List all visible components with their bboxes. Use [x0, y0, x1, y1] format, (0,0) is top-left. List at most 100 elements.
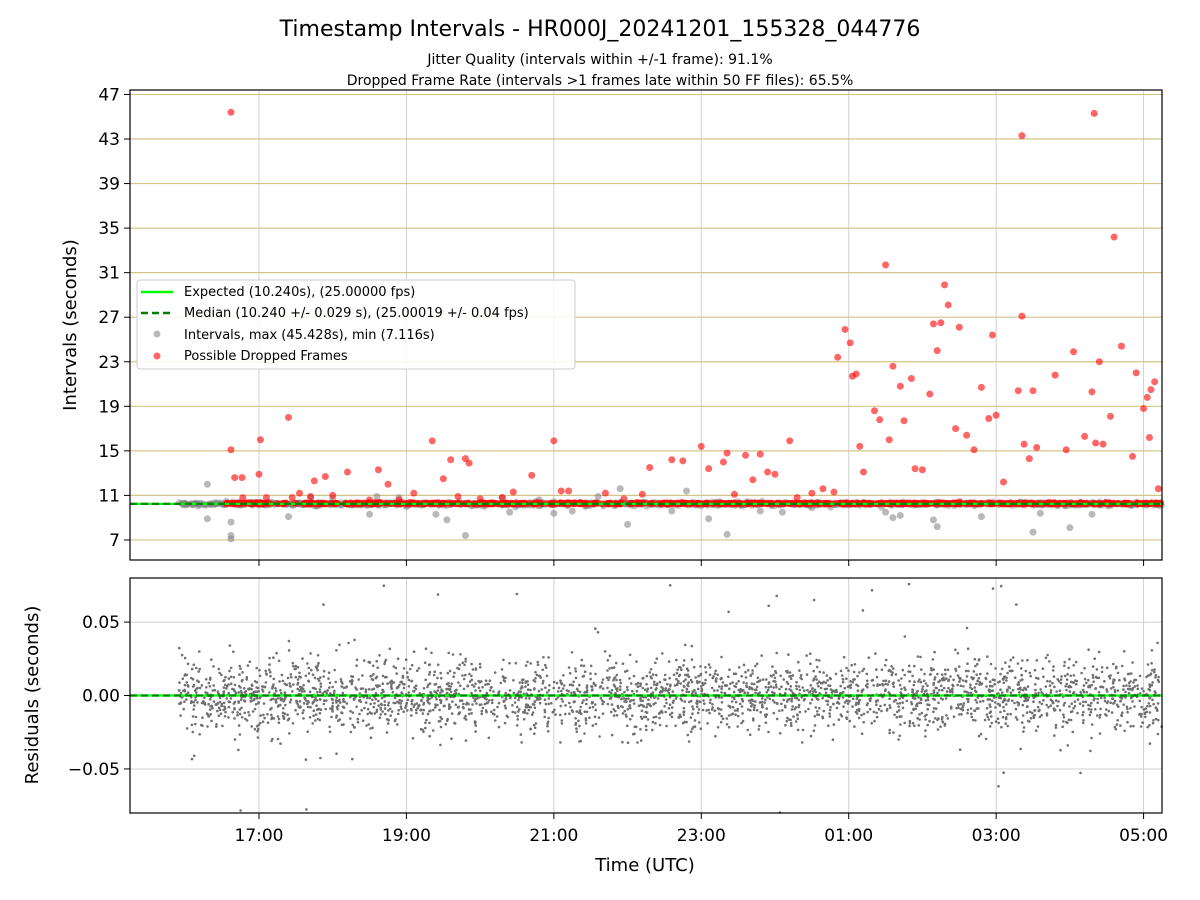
residual-point — [786, 716, 789, 720]
dropped-frame-point — [1018, 132, 1026, 140]
residual-point — [1095, 668, 1099, 671]
residual-point — [1148, 704, 1152, 708]
residual-point — [277, 721, 281, 724]
residual-point — [966, 708, 970, 712]
residual-point — [1096, 701, 1099, 704]
residual-point — [257, 702, 260, 705]
residual-point — [483, 702, 487, 706]
residual-point — [853, 725, 856, 728]
residual-point — [1051, 669, 1055, 672]
residual-point — [921, 685, 925, 688]
residual-point — [351, 675, 355, 678]
dropped-frame-point — [329, 491, 337, 499]
residual-point — [713, 709, 717, 712]
interval-point — [179, 501, 186, 509]
residual-point — [989, 662, 993, 666]
chart-subtitle-dropped: Dropped Frame Rate (intervals >1 frames … — [347, 73, 854, 89]
residual-point — [639, 684, 642, 688]
residual-point — [856, 689, 860, 692]
dropped-frame-point — [834, 353, 842, 361]
residual-point — [206, 725, 209, 728]
residual-point — [651, 691, 655, 694]
residual-point — [951, 683, 954, 687]
residual-point — [559, 679, 562, 682]
residual-point — [207, 715, 210, 718]
residual-point — [224, 710, 227, 714]
residual-point — [314, 713, 318, 716]
residual-point — [363, 706, 366, 710]
residual-point — [919, 655, 922, 659]
residual-point — [993, 678, 996, 682]
residual-point — [903, 635, 907, 638]
residual-point — [616, 687, 619, 690]
residual-point — [454, 703, 458, 707]
residual-point — [741, 699, 745, 703]
residual-point — [918, 678, 921, 681]
residual-point — [916, 655, 920, 658]
residual-point — [1096, 714, 1099, 717]
residual-point — [380, 692, 383, 695]
residual-point — [307, 666, 311, 670]
residual-point — [683, 673, 687, 677]
residual-point — [261, 720, 265, 723]
residual-point — [535, 698, 539, 701]
residual-point — [228, 644, 232, 647]
residual-point — [513, 701, 517, 704]
residual-point — [464, 660, 467, 663]
residual-point — [957, 703, 960, 706]
dropped-frame-point — [830, 488, 838, 496]
residual-point — [815, 697, 819, 701]
residual-point — [714, 680, 718, 683]
interval-point — [506, 508, 514, 516]
residual-point — [512, 691, 516, 695]
residual-point — [772, 679, 775, 683]
residual-point — [330, 697, 334, 701]
residual-point — [555, 681, 559, 685]
residual-point — [932, 668, 935, 671]
residual-point — [196, 701, 199, 704]
residual-point — [546, 730, 550, 733]
residual-point — [449, 706, 452, 709]
residual-point — [588, 716, 591, 719]
residual-point — [1063, 701, 1066, 705]
residual-point — [728, 668, 731, 671]
residual-point — [1125, 705, 1129, 709]
dropped-frame-point — [793, 494, 801, 502]
residual-point — [292, 665, 295, 668]
residual-point — [789, 677, 793, 680]
residual-point — [710, 686, 714, 690]
residual-point — [312, 709, 316, 712]
dropped-frame-point — [1154, 485, 1162, 493]
residual-point — [767, 604, 770, 608]
residual-point — [275, 651, 278, 655]
residual-point — [318, 688, 322, 691]
residual-point — [651, 673, 655, 676]
residual-point — [764, 698, 767, 702]
residual-point — [572, 680, 575, 684]
residual-point — [727, 714, 731, 717]
residual-point — [720, 701, 724, 704]
residual-point — [736, 725, 739, 728]
residual-point — [194, 698, 197, 702]
residual-point — [1095, 676, 1099, 679]
residual-point — [846, 702, 850, 705]
dropped-frame-point — [1020, 440, 1028, 448]
residual-point — [592, 682, 596, 685]
residual-point — [834, 672, 838, 676]
residual-point — [278, 680, 281, 683]
residual-point — [645, 683, 648, 686]
residual-point — [798, 669, 801, 672]
residual-point — [559, 741, 562, 744]
residual-point — [305, 699, 308, 703]
residual-point — [440, 676, 443, 680]
residual-point — [858, 671, 861, 674]
residual-point — [413, 686, 416, 689]
residual-point — [266, 713, 269, 716]
residual-point — [979, 700, 982, 703]
residual-point — [752, 682, 756, 686]
residual-point — [434, 682, 438, 686]
residual-point — [708, 711, 711, 715]
residual-point — [856, 708, 859, 712]
residual-point — [294, 708, 297, 712]
x-tick-label: 03:00 — [972, 826, 1021, 846]
